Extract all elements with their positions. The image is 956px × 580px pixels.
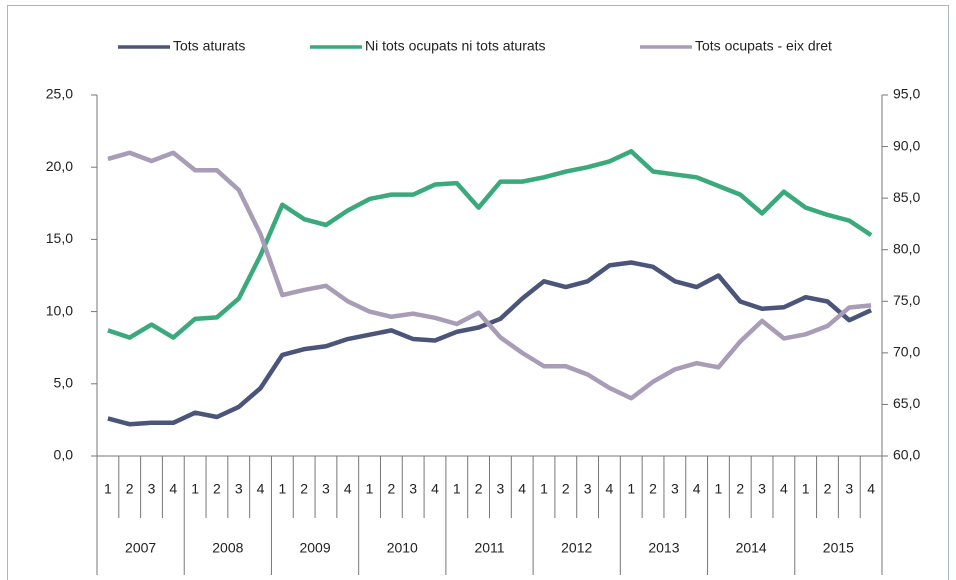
x-tick-label: 1	[366, 481, 374, 497]
x-tick-label: 4	[518, 481, 526, 497]
y-tick-label: 15,0	[46, 230, 73, 246]
x-tick-label: 1	[540, 481, 548, 497]
y2-tick-label: 80,0	[893, 240, 920, 256]
group-label: 2009	[299, 540, 330, 556]
group-label: 2007	[125, 540, 156, 556]
group-label: 2015	[823, 540, 854, 556]
legend-label: Ni tots ocupats ni tots aturats	[365, 38, 546, 54]
group-label: 2008	[212, 540, 243, 556]
x-tick-label: 1	[627, 481, 635, 497]
group-label: 2012	[561, 540, 592, 556]
x-tick-label: 3	[322, 481, 330, 497]
x-tick-label: 1	[104, 481, 112, 497]
x-tick-label: 3	[497, 481, 505, 497]
y2-tick-label: 60,0	[893, 447, 920, 463]
x-tick-label: 3	[409, 481, 417, 497]
legend-label: Tots ocupats - eix dret	[695, 38, 832, 54]
group-label: 2011	[474, 540, 504, 556]
x-tick-label: 3	[758, 481, 766, 497]
y-tick-label: 0,0	[54, 447, 74, 463]
x-tick-label: 4	[257, 481, 265, 497]
y2-tick-label: 85,0	[893, 189, 920, 205]
x-tick-label: 4	[169, 481, 177, 497]
x-tick-label: 1	[191, 481, 199, 497]
x-tick-label: 4	[867, 481, 875, 497]
group-label: 2010	[387, 540, 418, 556]
series-line	[107, 260, 873, 427]
series-line	[107, 149, 873, 340]
x-tick-label: 1	[715, 481, 723, 497]
x-tick-label: 3	[845, 481, 853, 497]
x-tick-label: 2	[300, 481, 308, 497]
group-label: 2013	[648, 540, 679, 556]
y2-tick-label: 75,0	[893, 292, 920, 308]
x-tick-label: 4	[780, 481, 788, 497]
x-tick-label: 2	[824, 481, 832, 497]
group-label: 2014	[736, 540, 767, 556]
y-tick-label: 5,0	[54, 375, 74, 391]
x-tick-label: 2	[475, 481, 483, 497]
x-tick-label: 4	[693, 481, 701, 497]
x-tick-label: 3	[235, 481, 243, 497]
x-tick-label: 2	[126, 481, 134, 497]
x-tick-label: 4	[606, 481, 614, 497]
y2-tick-label: 95,0	[893, 86, 920, 102]
y-tick-label: 25,0	[46, 86, 73, 102]
y2-tick-label: 90,0	[893, 137, 920, 153]
series-line	[107, 150, 872, 401]
x-tick-label: 2	[387, 481, 395, 497]
x-tick-label: 1	[278, 481, 286, 497]
x-tick-label: 2	[649, 481, 657, 497]
x-tick-label: 3	[671, 481, 679, 497]
y-tick-label: 20,0	[46, 158, 73, 174]
frame	[7, 5, 949, 580]
x-tick-label: 3	[584, 481, 592, 497]
y-tick-label: 10,0	[46, 302, 73, 318]
x-tick-label: 1	[453, 481, 461, 497]
y2-tick-label: 70,0	[893, 344, 920, 360]
x-tick-label: 4	[344, 481, 352, 497]
x-tick-label: 2	[736, 481, 744, 497]
x-tick-label: 1	[802, 481, 810, 497]
legend-label: Tots aturats	[173, 38, 245, 54]
y2-tick-label: 65,0	[893, 395, 920, 411]
x-tick-label: 2	[213, 481, 221, 497]
x-tick-label: 2	[562, 481, 570, 497]
x-tick-label: 3	[148, 481, 156, 497]
x-tick-label: 4	[431, 481, 439, 497]
